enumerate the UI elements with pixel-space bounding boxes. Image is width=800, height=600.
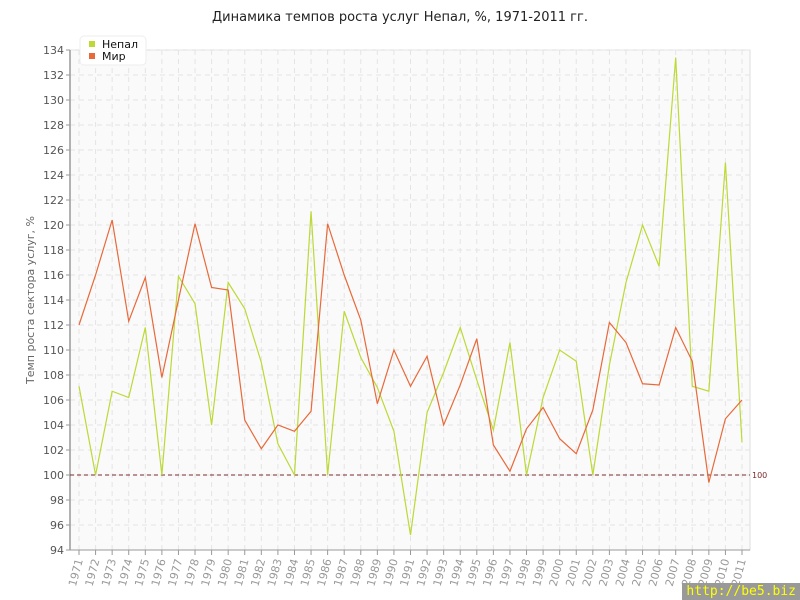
reference-line-label: 100 <box>752 471 767 480</box>
y-tick-label: 118 <box>43 244 64 257</box>
y-tick-label: 120 <box>43 219 64 232</box>
y-tick-label: 124 <box>43 169 64 182</box>
y-tick-label: 106 <box>43 394 64 407</box>
chart-title: Динамика темпов роста услуг Непал, %, 19… <box>212 10 588 25</box>
y-tick-label: 102 <box>43 444 64 457</box>
y-tick-label: 98 <box>50 494 64 507</box>
legend-label: Непал <box>102 38 138 51</box>
y-tick-label: 94 <box>50 544 64 557</box>
y-tick-label: 116 <box>43 269 64 282</box>
y-tick-label: 100 <box>43 469 64 482</box>
watermark[interactable]: http://be5.biz <box>682 583 800 600</box>
y-tick-label: 122 <box>43 194 64 207</box>
y-tick-label: 104 <box>43 419 64 432</box>
legend-marker <box>89 53 95 59</box>
y-tick-label: 132 <box>43 69 64 82</box>
y-tick-label: 134 <box>43 44 64 57</box>
series-line-world <box>78 219 743 483</box>
y-tick-label: 112 <box>43 319 64 332</box>
legend-box <box>79 35 147 66</box>
y-axis-label: Темп роста сектора услуг, % <box>24 216 37 385</box>
legend-marker <box>89 41 95 47</box>
y-tick-label: 130 <box>43 94 64 107</box>
y-tick-label: 126 <box>43 144 64 157</box>
y-tick-label: 96 <box>50 519 64 532</box>
series-line-nepal <box>78 57 743 536</box>
y-tick-label: 114 <box>43 294 64 307</box>
y-tick-label: 128 <box>43 119 64 132</box>
legend-label: Мир <box>102 50 126 63</box>
y-tick-label: 108 <box>43 369 64 382</box>
y-tick-label: 110 <box>43 344 64 357</box>
